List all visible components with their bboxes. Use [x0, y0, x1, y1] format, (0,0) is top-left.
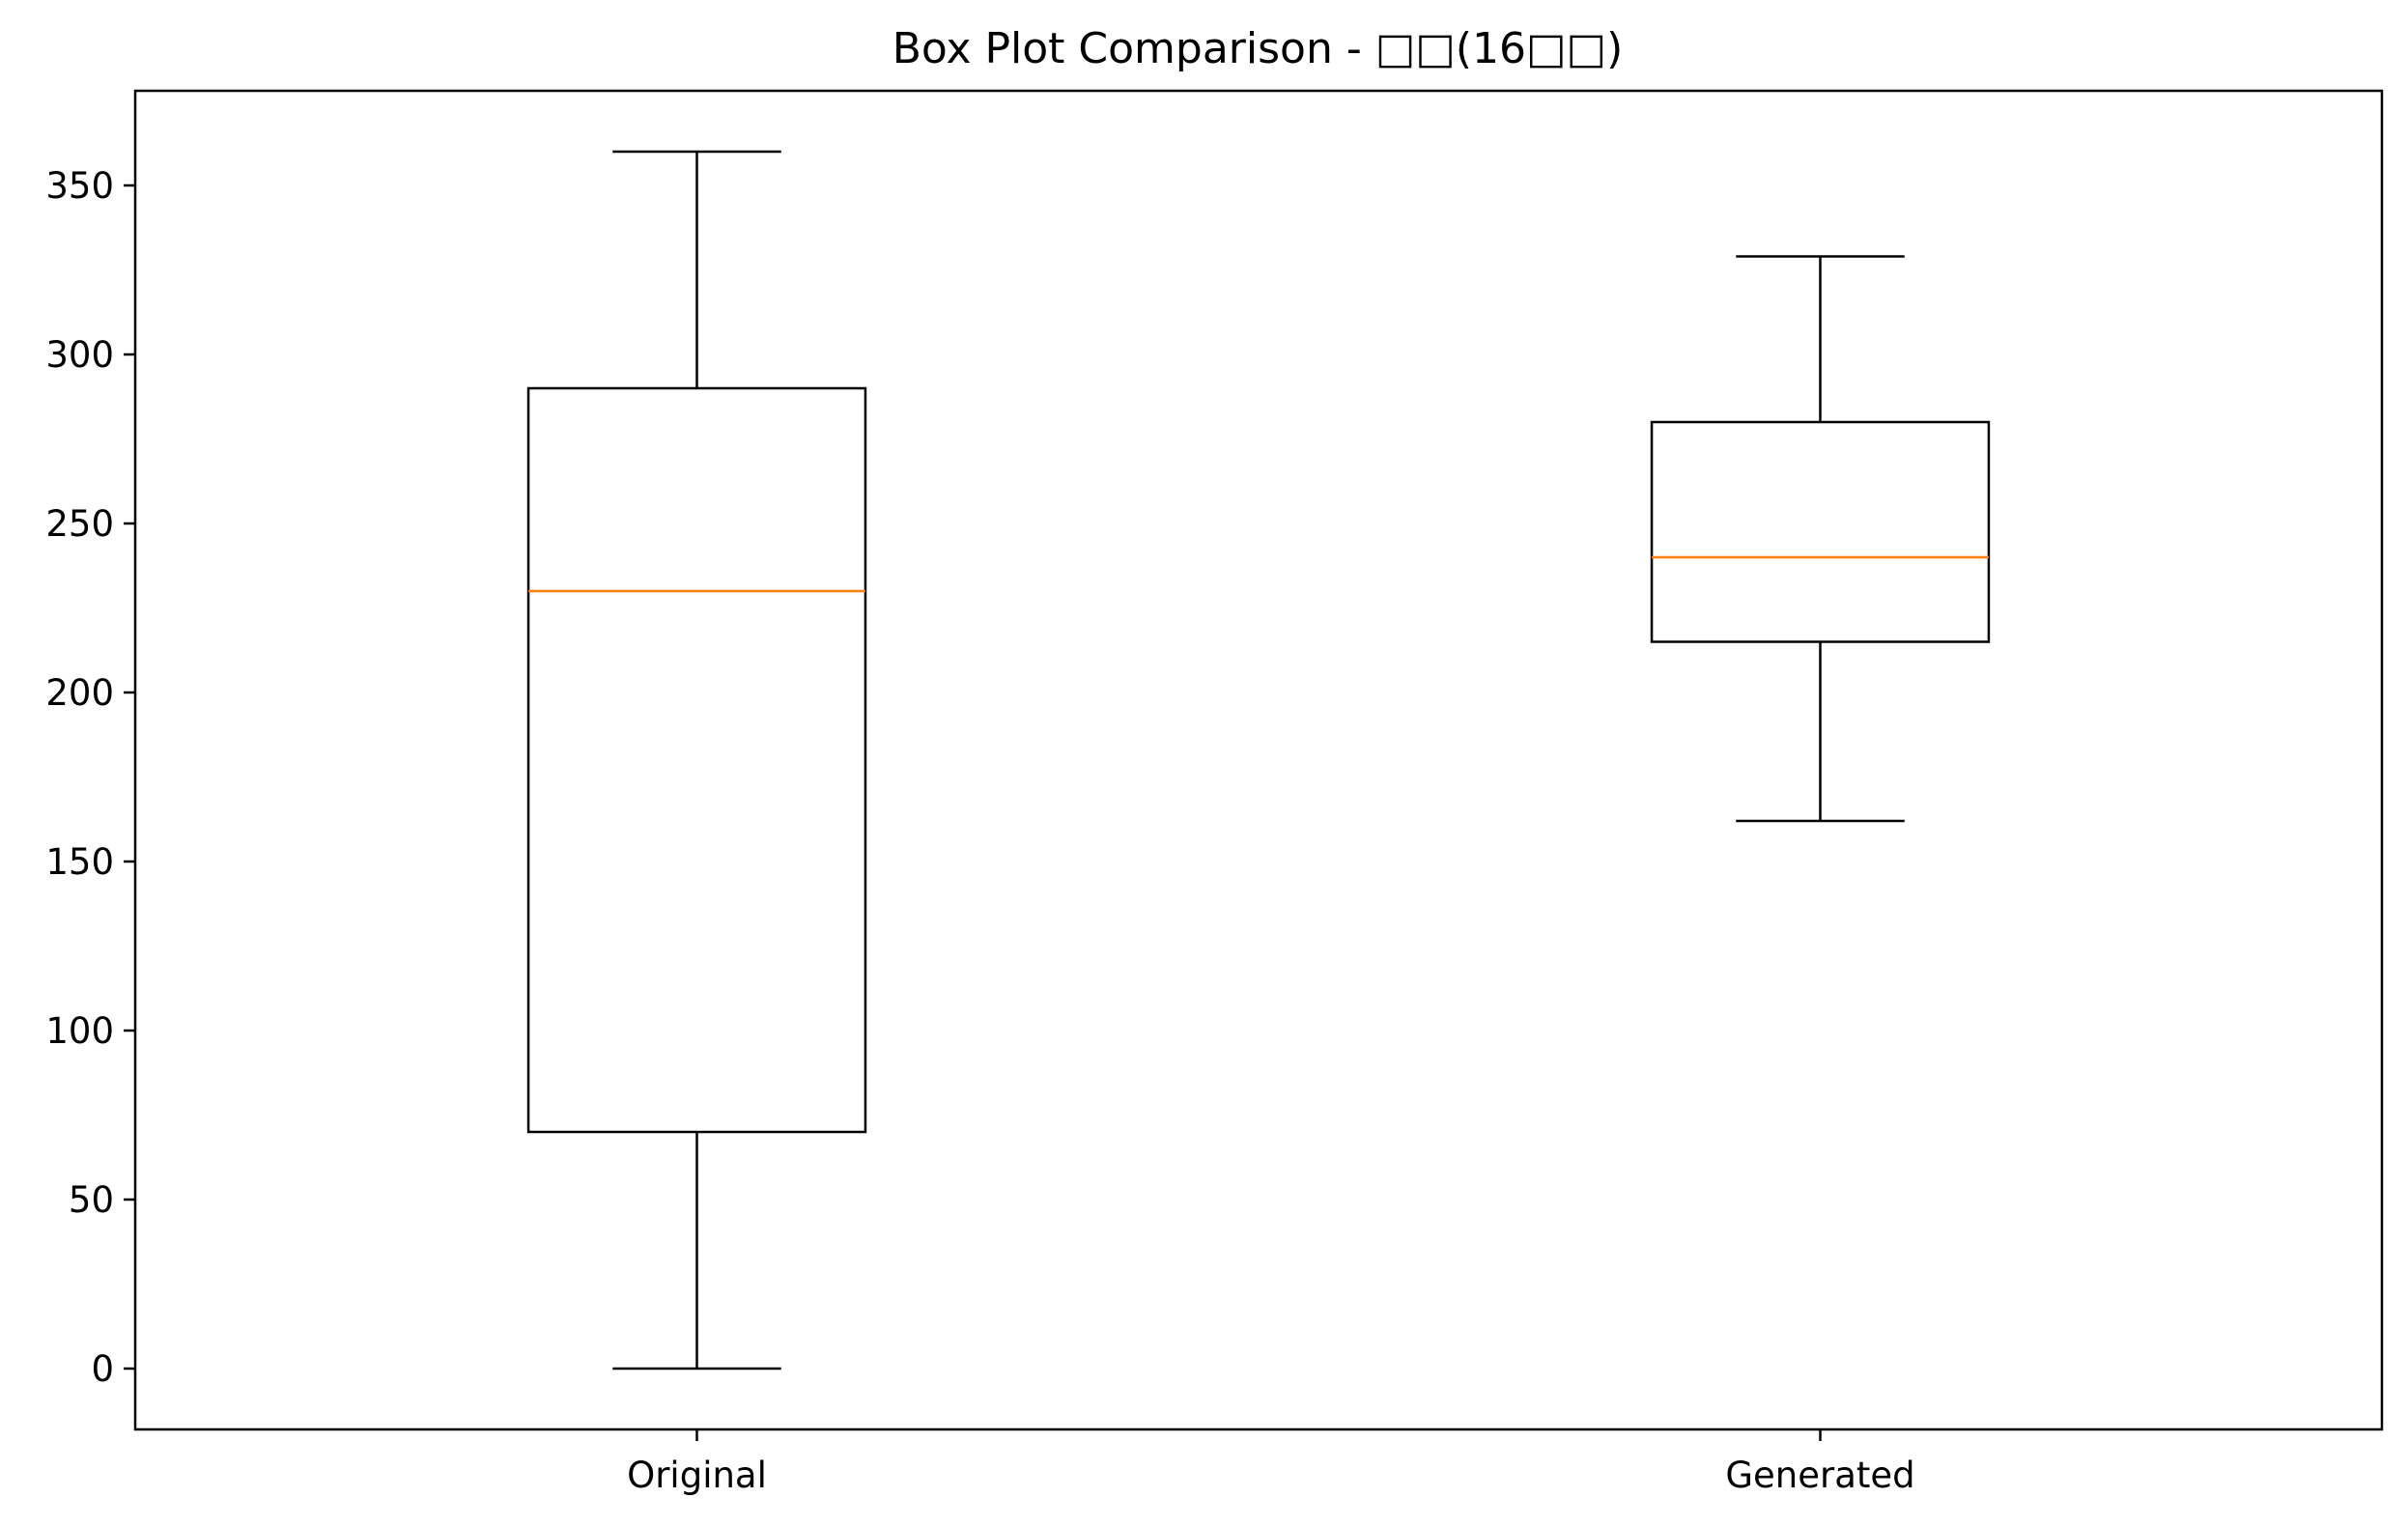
y-tick-label: 50	[69, 1179, 114, 1221]
box-generated	[1650, 255, 1991, 823]
y-tick-label: 0	[91, 1348, 114, 1390]
chart-title: Box Plot Comparison - □□(16□□)	[892, 24, 1624, 73]
y-tick-label: 300	[45, 334, 114, 376]
x-tick-label: Generated	[1725, 1455, 1914, 1496]
iqr-box	[526, 386, 867, 1134]
iqr-box	[1650, 420, 1991, 643]
y-tick-label: 350	[45, 165, 114, 207]
y-tick-label: 250	[45, 503, 114, 545]
plot-frame	[133, 89, 2384, 1431]
y-tick-label: 150	[45, 841, 114, 883]
box-original	[526, 150, 867, 1371]
y-tick-label: 100	[45, 1010, 114, 1052]
y-tick-label: 200	[45, 672, 114, 714]
x-tick-label: Original	[627, 1455, 767, 1496]
x-axis: Original Generated	[627, 1429, 1915, 1496]
y-axis: 0 50 100 150 200 250 300 350	[45, 165, 135, 1390]
box-series	[526, 150, 1991, 1371]
